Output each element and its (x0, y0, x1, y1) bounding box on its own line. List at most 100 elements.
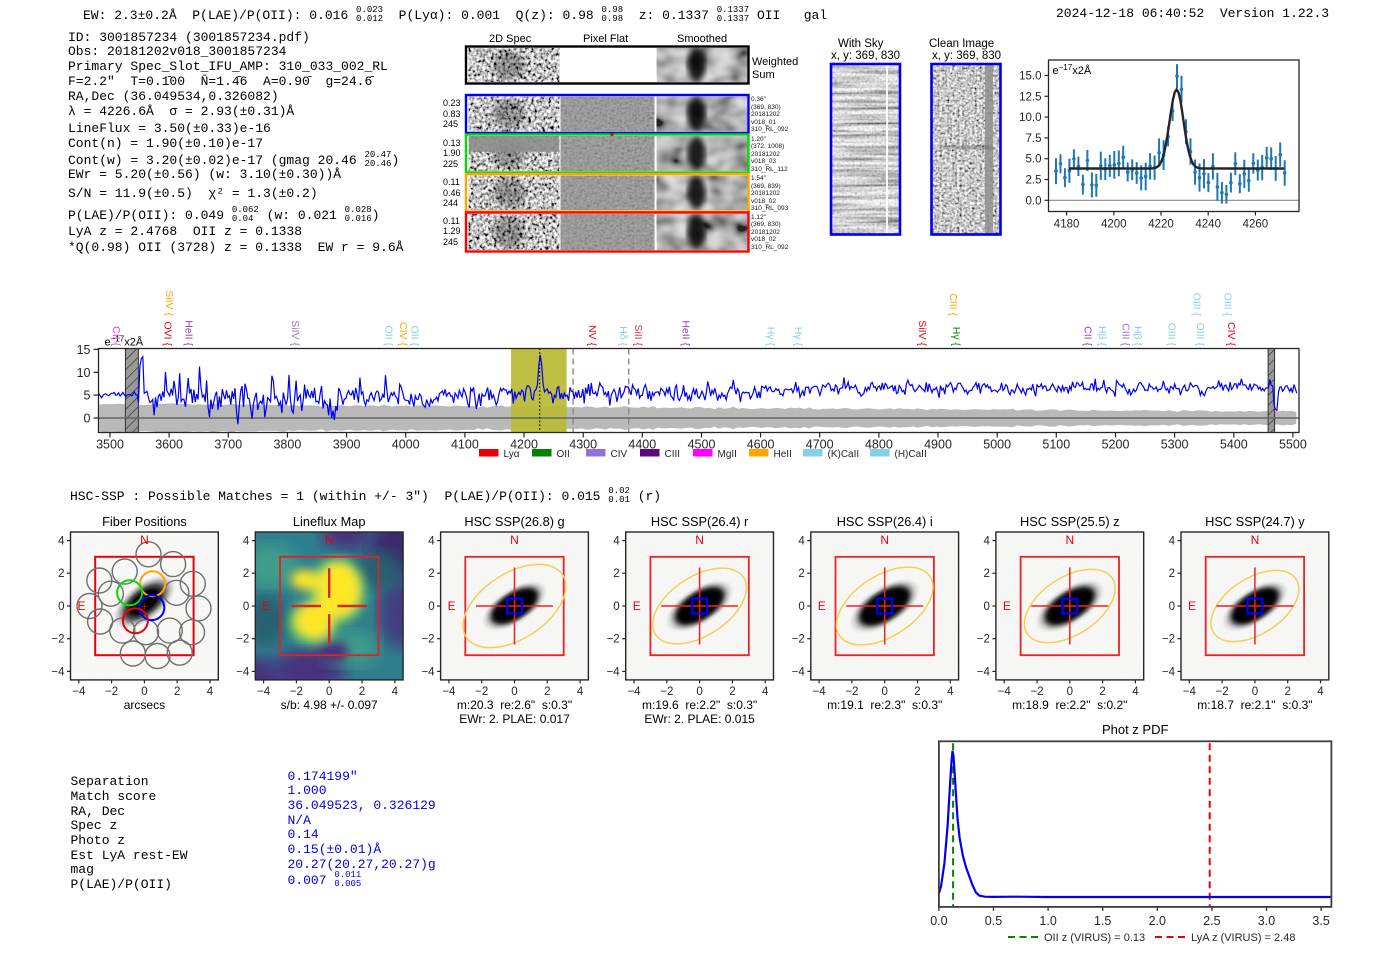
svg-text:E: E (633, 599, 641, 613)
svg-text:−4: −4 (813, 686, 827, 698)
svg-text:5000: 5000 (983, 438, 1011, 452)
svg-text:1.5: 1.5 (1094, 914, 1111, 928)
svg-text:Hβ {: Hβ { (1096, 326, 1108, 347)
svg-text:0: 0 (141, 686, 147, 698)
svg-text:4: 4 (58, 536, 65, 548)
svg-text:4200: 4200 (1101, 219, 1127, 231)
svg-text:s/b: 4.98 +/- 0.097: s/b: 4.98 +/- 0.097 (281, 698, 378, 712)
svg-text:0: 0 (511, 686, 517, 698)
svg-text:4: 4 (428, 536, 435, 548)
svg-text:−4: −4 (792, 666, 806, 678)
svg-text:2.5: 2.5 (1026, 175, 1042, 187)
svg-text:0.5: 0.5 (985, 914, 1002, 928)
svg-text:N: N (880, 533, 889, 547)
svg-text:−2: −2 (845, 686, 858, 698)
svg-text:7.5: 7.5 (1026, 133, 1042, 145)
svg-text:3700: 3700 (214, 438, 242, 452)
svg-text:SiII {: SiII { (632, 324, 644, 346)
svg-text:−2: −2 (660, 686, 673, 698)
svg-text:Hγ {: Hγ { (765, 327, 777, 347)
svg-text:E: E (448, 599, 456, 613)
svg-text:N: N (695, 533, 704, 547)
svg-text:Lyα: Lyα (504, 449, 520, 460)
svg-text:SiIV {: SiIV { (916, 320, 928, 346)
svg-text:4400: 4400 (628, 438, 656, 452)
svg-text:5.0: 5.0 (1026, 154, 1042, 166)
svg-text:−4: −4 (72, 686, 86, 698)
svg-text:HeII {: HeII { (183, 320, 195, 346)
svg-text:0: 0 (326, 686, 332, 698)
svg-text:OII: OII (557, 449, 570, 460)
svg-text:SiIV {: SiIV { (163, 290, 175, 316)
svg-text:OIII {: OIII { (1221, 293, 1233, 317)
svg-text:−2: −2 (105, 686, 118, 698)
svg-text:4900: 4900 (924, 438, 952, 452)
svg-text:4: 4 (798, 536, 805, 548)
svg-text:0: 0 (84, 412, 91, 426)
svg-text:2: 2 (174, 686, 180, 698)
svg-text:5300: 5300 (1161, 438, 1189, 452)
svg-text:4: 4 (207, 686, 214, 698)
svg-text:N: N (1251, 533, 1260, 547)
svg-text:Hδ {: Hδ { (617, 326, 629, 346)
svg-text:−4: −4 (257, 686, 271, 698)
svg-text:CIII {: CIII { (1120, 323, 1132, 346)
svg-text:0.0: 0.0 (1026, 195, 1042, 207)
svg-text:m:18.9 re:2.2" s:0.2": m:18.9 re:2.2" s:0.2" (1012, 698, 1127, 712)
svg-text:NV {: NV { (586, 325, 598, 347)
svg-text:−2: −2 (51, 634, 64, 646)
svg-text:E: E (818, 599, 826, 613)
svg-text:2: 2 (729, 686, 735, 698)
svg-text:−2: −2 (792, 634, 805, 646)
svg-text:2: 2 (1169, 568, 1175, 580)
svg-text:3.0: 3.0 (1258, 914, 1275, 928)
svg-text:2: 2 (243, 568, 249, 580)
svg-text:5100: 5100 (1042, 438, 1070, 452)
svg-text:m:18.7 re:2.1" s:0.3": m:18.7 re:2.1" s:0.3" (1197, 698, 1312, 712)
svg-text:OIII {: OIII { (1191, 293, 1203, 317)
svg-text:4: 4 (613, 536, 620, 548)
svg-text:HeII {: HeII { (680, 320, 692, 346)
svg-text:5200: 5200 (1102, 438, 1130, 452)
svg-text:0.0: 0.0 (930, 914, 947, 928)
svg-text:4: 4 (1169, 536, 1176, 548)
svg-text:OII z (VIRUS) = 0.13: OII z (VIRUS) = 0.13 (1044, 932, 1145, 944)
svg-text:4: 4 (392, 686, 399, 698)
svg-text:4: 4 (243, 536, 250, 548)
svg-text:4240: 4240 (1195, 219, 1221, 231)
svg-text:m:19.1 re:2.3" s:0.3": m:19.1 re:2.3" s:0.3" (827, 698, 942, 712)
svg-text:Lineflux Map: Lineflux Map (293, 514, 366, 529)
svg-text:−2: −2 (977, 634, 990, 646)
svg-text:CIII {: CIII { (947, 293, 959, 316)
svg-text:HSC SSP(26.8) g: HSC SSP(26.8) g (464, 514, 564, 529)
svg-text:−4: −4 (627, 686, 641, 698)
svg-text:0: 0 (983, 601, 989, 613)
svg-text:m:19.6 re:2.2" s:0.3": m:19.6 re:2.2" s:0.3" (642, 698, 757, 712)
svg-text:0: 0 (1252, 686, 1258, 698)
svg-text:0: 0 (613, 601, 619, 613)
svg-text:OVI {: OVI { (161, 321, 173, 346)
svg-text:10: 10 (77, 366, 91, 380)
svg-text:CII {: CII { (1082, 326, 1094, 346)
svg-text:LyA z (VIRUS) = 2.48: LyA z (VIRUS) = 2.48 (1191, 932, 1295, 944)
svg-text:(H)CaII: (H)CaII (895, 449, 927, 460)
svg-text:0: 0 (1067, 686, 1073, 698)
svg-text:−2: −2 (1030, 686, 1043, 698)
svg-text:e−17x2Å: e−17x2Å (1053, 63, 1092, 77)
svg-text:CIV: CIV (611, 449, 628, 460)
svg-text:−4: −4 (977, 666, 991, 678)
svg-text:N: N (140, 533, 149, 547)
svg-text:4100: 4100 (451, 438, 479, 452)
svg-text:3600: 3600 (155, 438, 183, 452)
svg-text:4200: 4200 (510, 438, 538, 452)
svg-text:0: 0 (243, 601, 249, 613)
svg-text:EWr: 2. PLAE: 0.015: EWr: 2. PLAE: 0.015 (644, 712, 755, 726)
svg-text:4: 4 (762, 686, 769, 698)
svg-text:2: 2 (983, 568, 989, 580)
svg-text:SiIV {: SiIV { (289, 320, 301, 346)
svg-text:4: 4 (577, 686, 584, 698)
svg-text:Hβ {: Hβ { (1131, 326, 1143, 347)
svg-text:OIII {: OIII { (1194, 323, 1206, 347)
svg-text:−4: −4 (998, 686, 1012, 698)
svg-text:CIII: CIII (665, 449, 681, 460)
